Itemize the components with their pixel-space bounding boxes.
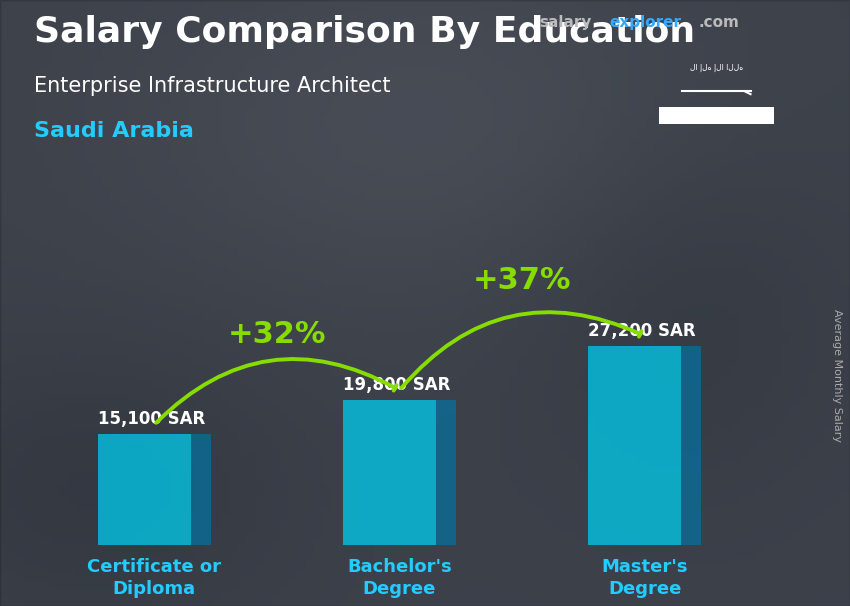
Bar (659, 107, 774, 124)
Text: Certificate or
Diploma: Certificate or Diploma (88, 558, 221, 598)
Text: لا إله إلا الله: لا إله إلا الله (689, 64, 743, 72)
Text: Average Monthly Salary: Average Monthly Salary (832, 309, 842, 442)
Bar (343, 400, 436, 545)
Text: 27,200 SAR: 27,200 SAR (588, 322, 696, 339)
Polygon shape (436, 400, 456, 545)
Bar (588, 345, 682, 545)
Text: +32%: +32% (228, 320, 326, 349)
Polygon shape (191, 435, 211, 545)
Bar (98, 435, 191, 545)
Text: +37%: +37% (473, 265, 571, 295)
Text: Master's
Degree: Master's Degree (602, 558, 688, 598)
Text: Saudi Arabia: Saudi Arabia (34, 121, 194, 141)
Text: salary: salary (540, 15, 592, 30)
Text: Salary Comparison By Education: Salary Comparison By Education (34, 15, 695, 49)
Text: 19,800 SAR: 19,800 SAR (343, 376, 450, 394)
Text: .com: .com (699, 15, 740, 30)
Text: explorer: explorer (609, 15, 682, 30)
Text: Bachelor's
Degree: Bachelor's Degree (347, 558, 452, 598)
Polygon shape (682, 345, 701, 545)
Text: 15,100 SAR: 15,100 SAR (98, 410, 205, 428)
Text: Enterprise Infrastructure Architect: Enterprise Infrastructure Architect (34, 76, 390, 96)
